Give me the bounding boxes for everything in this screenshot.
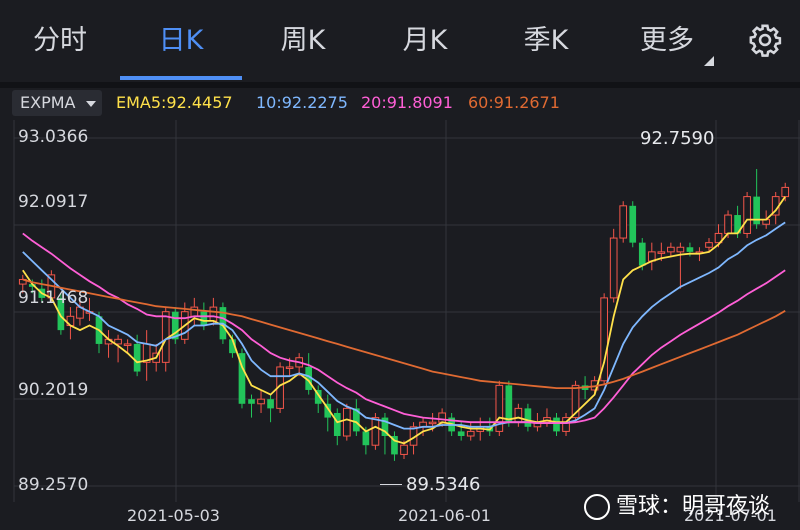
candle-up xyxy=(428,421,437,425)
max-price-label: 92.7590 xyxy=(640,128,715,149)
y-tick-label: 89.2570 xyxy=(18,475,89,495)
candle-up xyxy=(371,417,380,446)
y-tick-label: 92.0917 xyxy=(18,192,89,212)
candle-down xyxy=(553,417,560,432)
candle-up xyxy=(657,251,666,254)
candle-up xyxy=(600,297,608,382)
y-tick-label: 91.1468 xyxy=(18,288,89,308)
snowball-logo-icon xyxy=(584,494,610,520)
candle-up xyxy=(619,205,628,239)
candle-down xyxy=(28,284,36,287)
candle-down xyxy=(629,205,637,243)
candle-down xyxy=(381,417,389,437)
candle-down xyxy=(305,366,313,390)
candle-up xyxy=(724,214,732,234)
candle-up xyxy=(609,237,618,299)
candle-down xyxy=(686,247,694,252)
candle-down xyxy=(57,297,65,331)
y-tick-label: 93.0366 xyxy=(18,127,89,147)
candle-down xyxy=(353,408,360,432)
candle-down xyxy=(229,339,236,354)
candle-up xyxy=(571,384,580,419)
candle-up xyxy=(714,232,723,244)
candle-up xyxy=(562,417,570,432)
more-dropdown-icon[interactable] xyxy=(704,56,714,66)
candle-down xyxy=(333,412,341,437)
candle-down xyxy=(314,389,322,404)
candle-up xyxy=(705,242,713,248)
candle-down xyxy=(324,403,332,418)
indicator-bar: EXPMA EMA5:92.4457 10:92.2275 20:91.8091… xyxy=(0,88,800,118)
tab-monthly-k[interactable]: 月K xyxy=(402,25,448,56)
ema-lines xyxy=(22,196,786,445)
candle-up xyxy=(400,444,408,455)
series-line-ema20 xyxy=(22,232,786,425)
series-line-ema60 xyxy=(22,278,786,390)
y-tick-label: 90.2019 xyxy=(18,380,89,400)
candle-down xyxy=(457,431,465,437)
candle-up xyxy=(342,407,351,437)
series-line-ema5 xyxy=(22,196,786,445)
candle-down xyxy=(267,399,274,409)
candle-down xyxy=(753,196,760,225)
candle-up xyxy=(466,430,475,437)
divider xyxy=(0,82,800,88)
tab-quarterly-k[interactable]: 季K xyxy=(523,25,569,56)
chart-grid xyxy=(13,120,800,502)
tab-weekly-k[interactable]: 周K xyxy=(280,25,326,56)
candle-down xyxy=(133,343,141,372)
ema10-value: 10:92.2275 xyxy=(256,93,348,112)
candle-up xyxy=(209,306,218,322)
candle-up xyxy=(123,343,132,346)
ema5-value: EMA5:92.4457 xyxy=(116,93,233,112)
x-tick-label: 2021-07-01 xyxy=(684,506,777,525)
min-price-label: 89.5346 xyxy=(406,474,481,495)
watermark-text: 雪球：明哥夜谈 xyxy=(616,494,771,519)
gear-icon[interactable] xyxy=(748,23,782,57)
candle-up xyxy=(18,278,27,285)
caret-down-icon xyxy=(86,101,96,107)
candles xyxy=(18,168,790,461)
candle-down xyxy=(238,353,246,404)
candle-down xyxy=(200,311,208,326)
candle-up xyxy=(743,196,751,234)
indicator-selector-label: EXPMA xyxy=(20,93,76,112)
candle-down xyxy=(734,215,741,234)
candle-up xyxy=(285,366,294,369)
candle-up xyxy=(781,186,790,198)
candle-up xyxy=(190,306,199,317)
candle-up xyxy=(114,338,122,345)
ema20-value: 20:91.8091 xyxy=(361,93,453,112)
candle-down xyxy=(505,385,513,423)
candle-up xyxy=(667,246,675,253)
kline-chart[interactable] xyxy=(0,118,800,503)
tab-intraday[interactable]: 分时 xyxy=(33,25,87,56)
tab-daily-k[interactable]: 日K xyxy=(158,25,204,56)
tab-more[interactable]: 更多 xyxy=(640,25,694,56)
candle-up xyxy=(495,384,504,432)
candle-down xyxy=(524,408,532,427)
candle-up xyxy=(438,412,446,423)
candle-down xyxy=(171,311,179,340)
series-line-ema10 xyxy=(22,221,786,430)
candle-down xyxy=(638,242,646,266)
candle-up xyxy=(257,398,265,405)
ema60-value: 60:91.2671 xyxy=(468,93,560,112)
min-price-pointer xyxy=(380,484,402,485)
candle-down xyxy=(362,431,370,446)
candle-down xyxy=(391,436,398,455)
candle-up xyxy=(676,246,685,253)
x-tick-label: 2021-06-01 xyxy=(398,506,491,525)
period-tab-bar: 分时 日K 周K 月K 季K 更多 xyxy=(0,0,800,82)
active-tab-indicator xyxy=(120,76,242,80)
x-tick-label: 2021-05-03 xyxy=(127,506,220,525)
watermark: 雪球：明哥夜谈 xyxy=(584,488,770,520)
indicator-selector[interactable]: EXPMA xyxy=(12,90,102,116)
candle-down xyxy=(248,399,255,404)
candle-up xyxy=(514,407,523,423)
